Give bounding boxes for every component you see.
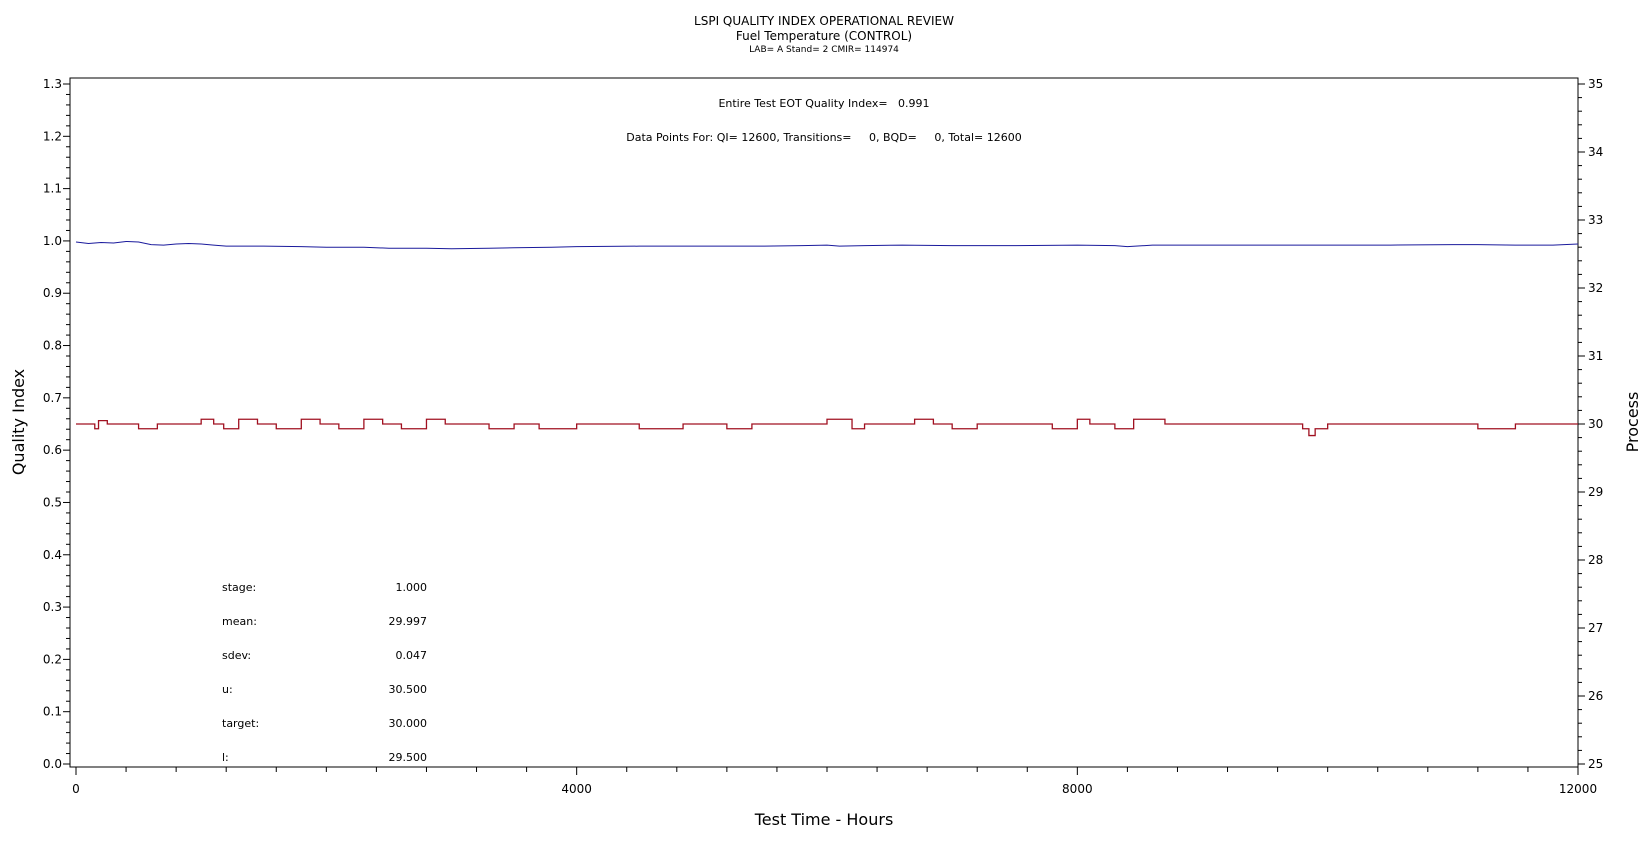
chart-subtitle: Fuel Temperature (CONTROL)	[736, 29, 912, 43]
plot-area	[69, 77, 1579, 768]
stat-label: target:	[222, 717, 259, 730]
x-axis: 0 4000 8000 12000	[72, 767, 1597, 796]
y-right-tick-label: 32	[1588, 281, 1603, 295]
y-right-tick-label: 30	[1588, 417, 1603, 431]
x-tick-label: 4000	[561, 782, 592, 796]
y-right-tick-label: 35	[1588, 77, 1603, 91]
quality-index-series-line	[75, 240, 1579, 250]
x-tick-label: 12000	[1559, 782, 1597, 796]
stat-value: 1.000	[396, 581, 428, 594]
x-axis-title: Test Time - Hours	[754, 810, 894, 829]
stat-label: mean:	[222, 615, 257, 628]
data-points-annotation: Data Points For: QI= 12600, Transitions=…	[626, 131, 1021, 144]
y-left-axis-title: Quality Index	[9, 369, 28, 475]
series-group	[75, 240, 1579, 437]
y-left-tick-label: 0.6	[43, 443, 62, 457]
y-axis-left: 0.0 0.1 0.2 0.3 0.4 0.5 0.6 0.7 0.8 0.9 1.0 1.1 1.2 1…	[43, 77, 70, 771]
chart-subtitle-2: LAB= A Stand= 2 CMIR= 114974	[749, 45, 899, 55]
y-right-tick-label: 34	[1588, 145, 1603, 159]
y-right-tick-label: 25	[1588, 757, 1603, 771]
chart-title: LSPI QUALITY INDEX OPERATIONAL REVIEW	[694, 14, 954, 28]
y-right-tick-label: 33	[1588, 213, 1603, 227]
stat-label: sdev:	[222, 649, 251, 662]
stat-value: 29.500	[389, 751, 428, 764]
stat-value: 29.997	[389, 615, 428, 628]
y-right-tick-label: 26	[1588, 689, 1603, 703]
y-right-tick-label: 27	[1588, 621, 1603, 635]
y-left-tick-label: 1.3	[43, 77, 62, 91]
y-left-tick-label: 1.0	[43, 234, 62, 248]
y-left-tick-label: 1.2	[43, 129, 62, 143]
stats-block: stage: 1.000 mean: 29.997 sdev: 0.047 u: 30.500…	[222, 581, 427, 764]
y-axis-right: 25 26 27 28 29 30 31 32 33 34 35	[1578, 77, 1603, 771]
stat-value: 30.500	[389, 683, 428, 696]
y-right-tick-label: 31	[1588, 349, 1603, 363]
y-left-tick-label: 1.1	[43, 182, 62, 196]
quality-index-annotation: Entire Test EOT Quality Index= 0.991	[718, 97, 929, 110]
y-right-tick-label: 28	[1588, 553, 1603, 567]
y-left-tick-label: 0.3	[43, 600, 62, 614]
y-left-tick-label: 0.2	[43, 652, 62, 666]
process-series-line	[76, 418, 1578, 437]
y-right-tick-label: 29	[1588, 485, 1603, 499]
y-left-tick-label: 0.9	[43, 286, 62, 300]
y-left-tick-label: 0.1	[43, 705, 62, 719]
y-left-tick-label: 0.4	[43, 548, 62, 562]
y-left-tick-label: 0.7	[43, 391, 62, 405]
x-tick-label: 8000	[1062, 782, 1093, 796]
y-left-tick-label: 0.8	[43, 339, 62, 353]
stat-label: stage:	[222, 581, 256, 594]
y-right-axis-title: Process	[1623, 392, 1642, 453]
y-left-tick-label: 0.5	[43, 495, 62, 509]
stat-label: l:	[222, 751, 229, 764]
stat-value: 30.000	[389, 717, 428, 730]
y-left-tick-label: 0.0	[43, 757, 62, 771]
stat-label: u:	[222, 683, 233, 696]
stat-value: 0.047	[396, 649, 428, 662]
x-tick-label: 0	[72, 782, 80, 796]
